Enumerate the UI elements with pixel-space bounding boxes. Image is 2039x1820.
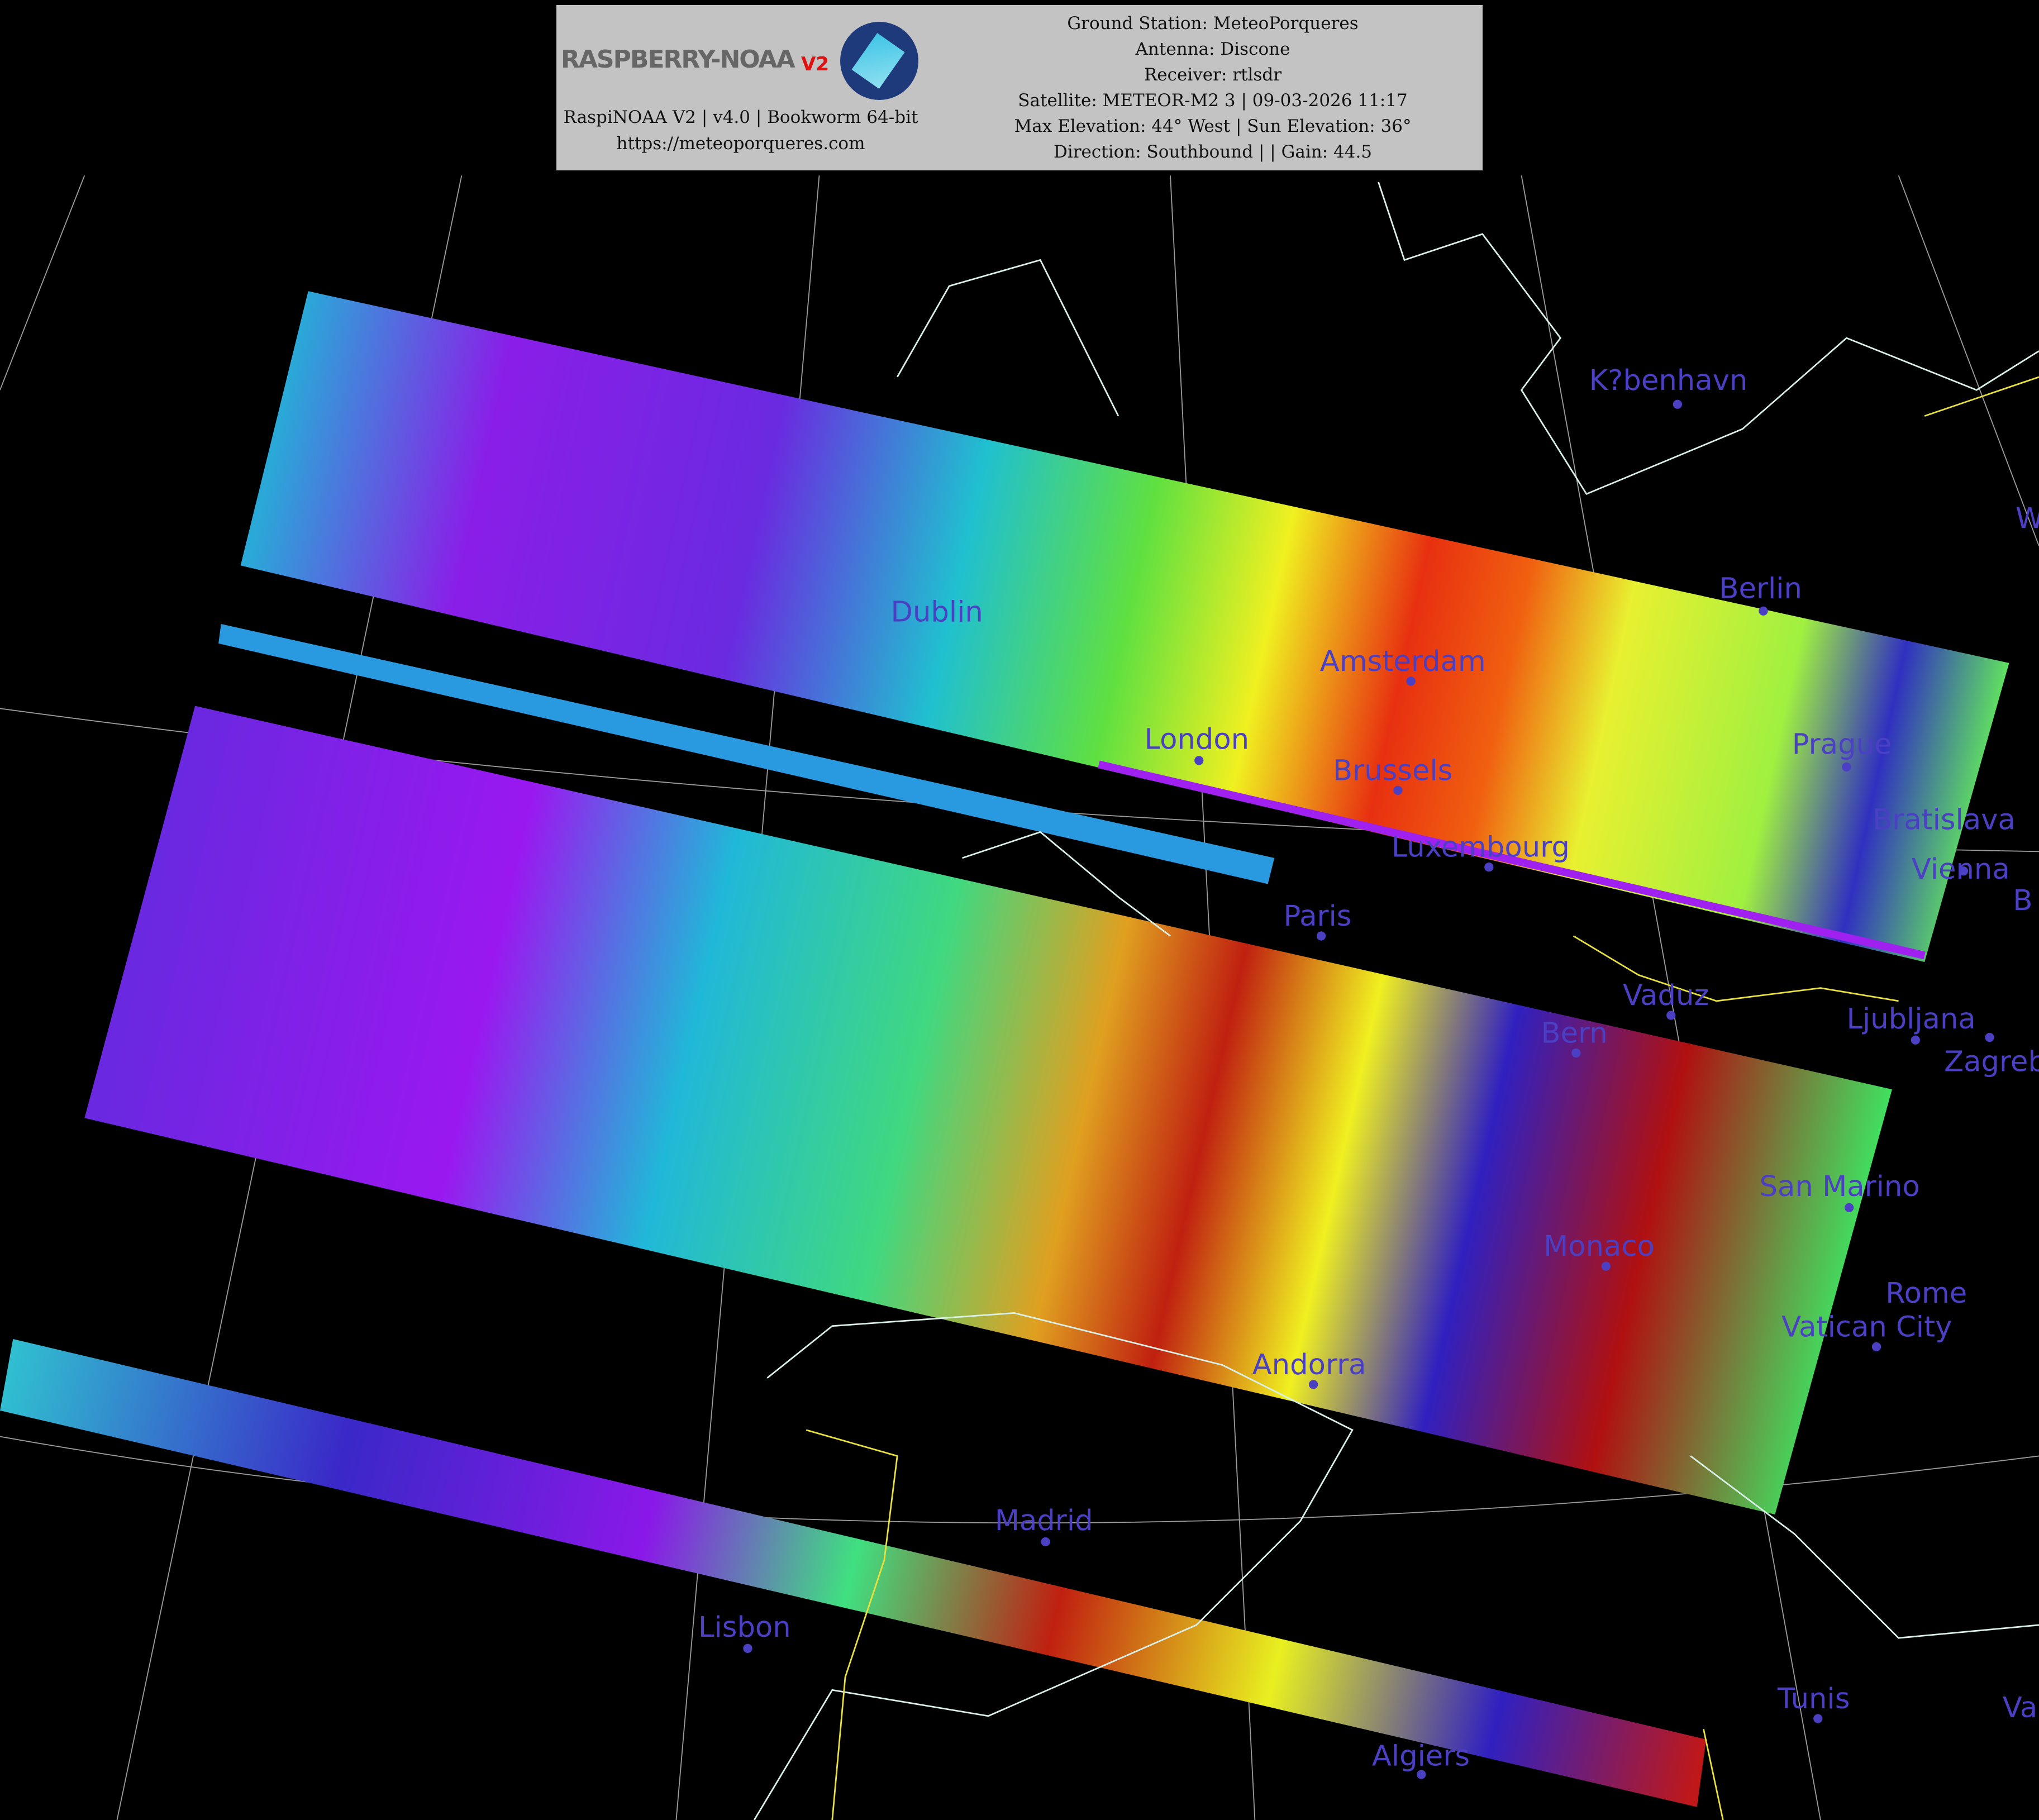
swath-strip (218, 624, 1275, 884)
swath-top (240, 291, 2009, 963)
city-marker-icon (1194, 756, 1204, 765)
city-marker-icon (1601, 1261, 1611, 1271)
city-marker-icon (1406, 676, 1416, 686)
city-label: San Marino (1760, 1170, 1920, 1203)
ground-station: Ground Station: MeteoPorqueres (1067, 13, 1359, 34)
city-label: Monaco (1543, 1230, 1655, 1263)
city-label: Lisbon (698, 1611, 791, 1644)
data-gap-line (1098, 760, 1926, 960)
logo-text: RASPBERRY-NOAA (561, 45, 795, 74)
city-label: Madrid (995, 1504, 1093, 1537)
city-label: Amsterdam (1320, 645, 1486, 678)
swath-middle (84, 706, 1892, 1515)
city-marker-icon (1813, 1714, 1823, 1723)
website-link: https://meteoporqueres.com (616, 134, 865, 154)
city-marker-icon (1985, 1032, 1994, 1042)
city-label: Berlin (1719, 571, 1802, 605)
city-label: Prague (1792, 728, 1892, 761)
city-label: Va (2003, 1691, 2037, 1724)
city-labels: K?benhavn Berlin Amsterdam Dublin London Brus… (698, 364, 2039, 1779)
receiver: Receiver: rtlsdr (1144, 65, 1282, 85)
city-marker-icon (1842, 762, 1851, 772)
city-marker-icon (1484, 863, 1494, 872)
city-label: Andorra (1252, 1348, 1366, 1381)
city-marker-icon (1571, 1048, 1581, 1058)
city-marker-icon (1666, 1011, 1676, 1020)
city-marker-icon (1673, 399, 1683, 409)
pass-info-header: RASPBERRY-NOAA V2 RaspiNOAA V2 | v4.0 | … (556, 5, 1483, 170)
raspberry-noaa-logo: RASPBERRY-NOAA V2 (561, 16, 918, 100)
city-label: Bratislava (1873, 803, 2016, 837)
city-marker-icon (1393, 785, 1403, 795)
logo-version: V2 (801, 53, 829, 75)
antenna: Antenna: Discone (1135, 39, 1290, 59)
city-marker-icon (1871, 1342, 1881, 1352)
city-label: Zagreb (1944, 1045, 2039, 1079)
city-label: Algiers (1372, 1739, 1470, 1773)
borders (806, 376, 2039, 1820)
city-marker-icon (1911, 1035, 1921, 1045)
city-marker-icon (1417, 1770, 1426, 1779)
city-marker-icon (1041, 1537, 1050, 1547)
city-label: Brussels (1333, 754, 1452, 787)
elevation-info: Max Elevation: 44° West | Sun Elevation:… (1014, 116, 1412, 136)
city-marker-icon (1844, 1203, 1854, 1213)
coastlines (753, 182, 2039, 1820)
city-label: K?benhavn (1589, 364, 1748, 397)
satellite-info: Satellite: METEOR-M2 3 | 09-03-2026 11:1… (1018, 90, 1408, 111)
city-label: Luxembourg (1392, 831, 1570, 864)
software-version: RaspiNOAA V2 | v4.0 | Bookworm 64-bit (563, 107, 918, 127)
swath-bottom (0, 1338, 1707, 1807)
city-label: Ljubljana (1846, 1002, 1975, 1036)
city-label: Paris (1284, 899, 1352, 933)
city-label: Vaduz (1623, 979, 1709, 1012)
city-marker-icon (743, 1643, 752, 1653)
city-label: W (2016, 502, 2039, 535)
city-label: Vatican City (1781, 1310, 1952, 1343)
city-marker-icon (1308, 1380, 1318, 1389)
satellite-logo-icon (840, 22, 918, 100)
city-label: Tunis (1777, 1682, 1850, 1716)
city-label: Dublin (891, 595, 983, 628)
city-marker-icon (1759, 606, 1768, 616)
city-label: B (2013, 884, 2032, 917)
city-label: Rome (1885, 1276, 1967, 1310)
city-label: Bern (1541, 1016, 1607, 1050)
city-label: London (1144, 722, 1249, 756)
direction-gain: Direction: Southbound | | Gain: 44.5 (1053, 142, 1373, 162)
city-marker-icon (1959, 866, 1969, 876)
city-marker-icon (1316, 931, 1326, 941)
